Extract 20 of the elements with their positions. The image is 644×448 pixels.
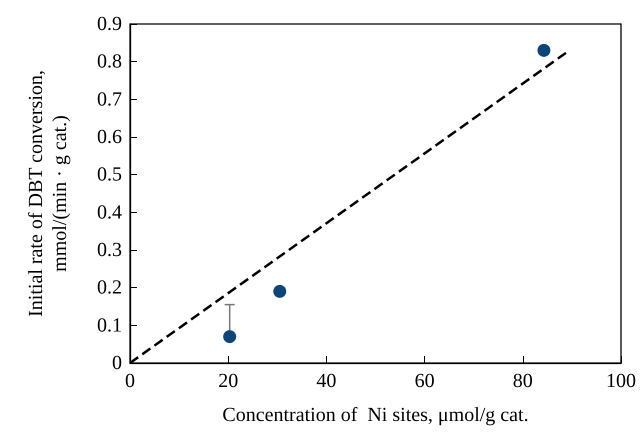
y-tick-label: 0.6 [97,126,122,148]
y-tick-label: 0.3 [97,239,122,261]
point [537,44,550,57]
y-tick-label: 0.2 [97,276,122,299]
x-tick-label: 60 [414,370,435,392]
y-tick-label: 0.8 [97,50,122,73]
x-axis-title: Concentration of Ni sites, μmol/g cat. [222,404,529,426]
y-tick-label: 0.9 [97,13,122,35]
point [223,330,236,344]
x-tick-label: 40 [316,370,336,392]
y-tick-label: 0.7 [97,88,122,110]
point [273,284,286,298]
y-axis-title: Initial rate of DBT conversion, mmol/(min · g cat.) [25,70,71,317]
x-tick-label: 80 [512,370,533,392]
x-tick-label: 100 [606,370,636,392]
x-tick-label: 20 [218,370,238,392]
y-tick-label: 0.1 [97,314,122,336]
y-tick-label: 0.4 [97,201,122,224]
y-tick-label: 0 [112,352,122,374]
y-tick-label: 0.5 [97,164,122,186]
